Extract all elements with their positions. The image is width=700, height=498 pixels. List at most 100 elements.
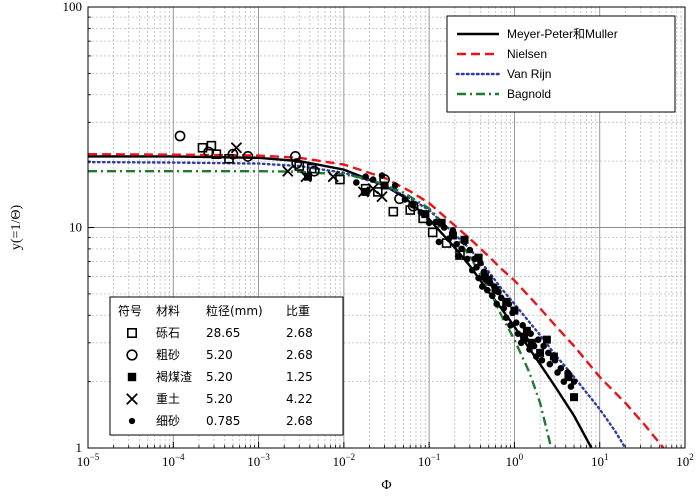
x-tick-exponent: 0 xyxy=(519,452,524,462)
marker-filled-dot xyxy=(128,417,136,425)
x-tick-base: 10 xyxy=(247,454,260,469)
marker-filled-square xyxy=(437,218,446,227)
marker-filled-dot xyxy=(353,179,360,186)
x-tick-base: 10 xyxy=(506,454,519,469)
marker-filled-dot xyxy=(461,238,468,246)
marker-filled-dot xyxy=(458,245,465,253)
marker-filled-dot xyxy=(369,176,377,183)
marker-filled-square xyxy=(380,181,389,190)
table-material: 重土 xyxy=(156,392,180,406)
table-specific-gravity: 2.68 xyxy=(286,348,313,362)
data-markers xyxy=(174,130,579,402)
marker-filled-square xyxy=(127,372,137,382)
x-tick-exponent: −1 xyxy=(431,452,441,462)
marker-filled-dot xyxy=(425,219,433,227)
x-tick-exponent: −2 xyxy=(346,452,356,462)
marker-cross xyxy=(300,171,312,183)
marker-filled-dot xyxy=(449,227,457,234)
marker-cross xyxy=(230,142,243,154)
marker-filled-dot xyxy=(530,342,538,350)
marker-filled-dot xyxy=(475,274,482,282)
legend-label: Meyer-Peter和Muller xyxy=(507,27,618,41)
marker-filled-square xyxy=(474,253,483,262)
table-specific-gravity: 4.22 xyxy=(286,392,313,406)
marker-filled-dot xyxy=(557,364,565,372)
marker-filled-dot xyxy=(493,300,501,308)
marker-filled-dot xyxy=(432,218,440,226)
marker-filled-dot xyxy=(445,235,453,242)
table-material: 粗砂 xyxy=(156,348,180,362)
marker-filled-dot xyxy=(495,288,502,296)
marker-open-circle xyxy=(289,151,301,162)
x-tick-exponent: 2 xyxy=(689,452,694,462)
marker-open-circle xyxy=(407,200,419,212)
marker-filled-dot xyxy=(417,209,425,216)
marker-filled-dot xyxy=(435,238,443,246)
x-tick-exponent: −4 xyxy=(175,452,185,462)
x-tick-base: 10 xyxy=(676,454,689,469)
marker-filled-dot xyxy=(378,172,386,179)
table-material: 细砂 xyxy=(156,414,180,428)
marker-filled-dot xyxy=(545,349,552,357)
marker-filled-dot xyxy=(567,383,575,390)
marker-filled-dot xyxy=(509,309,516,317)
legend-box xyxy=(446,15,676,113)
marker-filled-dot xyxy=(527,330,534,337)
marker-cross xyxy=(367,183,379,195)
y-tick-label: 10 xyxy=(69,220,82,235)
marker-filled-dot xyxy=(546,360,554,368)
marker-filled-square xyxy=(520,332,529,341)
marker-filled-square xyxy=(448,231,457,240)
x-tick-label: 10−2 xyxy=(333,452,356,469)
x-tick-base: 10 xyxy=(333,454,346,469)
marker-open-circle xyxy=(308,165,320,177)
marker-filled-dot xyxy=(471,255,478,263)
legend-label: Bagnold xyxy=(507,87,551,101)
x-tick-label: 10−4 xyxy=(162,452,185,469)
marker-cross xyxy=(126,393,138,405)
marker-open-square xyxy=(127,327,138,338)
table-grain-size: 5.20 xyxy=(206,348,233,362)
x-axis-label: Φ xyxy=(381,478,391,493)
marker-filled-square xyxy=(522,326,531,335)
marker-filled-square xyxy=(549,352,558,361)
table-grain-size: 5.20 xyxy=(206,392,233,406)
marker-filled-square xyxy=(421,210,430,219)
x-tick-label: 102 xyxy=(676,452,694,469)
x-tick-base: 10 xyxy=(77,454,90,469)
marker-filled-dot xyxy=(500,305,508,312)
legend-label: Nielsen xyxy=(507,47,547,61)
marker-filled-dot xyxy=(488,292,496,300)
marker-filled-dot xyxy=(453,240,460,248)
marker-open-square xyxy=(294,161,305,171)
marker-filled-dot xyxy=(560,378,568,385)
x-tick-base: 10 xyxy=(162,454,175,469)
marker-filled-square xyxy=(570,393,579,402)
table-header: 材料 xyxy=(156,304,180,318)
legend-label: Van Rijn xyxy=(507,67,551,81)
marker-open-square xyxy=(388,206,399,217)
marker-filled-dot xyxy=(497,294,505,302)
y-tick-labels: 1 10 100 xyxy=(63,0,83,455)
table-material: 褐煤渣 xyxy=(156,369,192,384)
marker-filled-dot xyxy=(478,283,486,290)
marker-cross xyxy=(357,186,370,198)
x-tick-exponent: −5 xyxy=(90,452,100,462)
table-box xyxy=(109,296,344,436)
axis-ticks xyxy=(87,6,686,449)
marker-filled-dot xyxy=(463,255,471,263)
marker-filled-dot xyxy=(480,268,488,276)
table-header: 粒径(mm) xyxy=(206,303,263,318)
marker-filled-dot xyxy=(455,253,462,260)
table-material: 砾石 xyxy=(156,326,180,340)
marker-cross xyxy=(327,171,339,183)
x-tick-exponent: 1 xyxy=(604,452,609,462)
marker-filled-dot xyxy=(440,224,448,231)
marker-filled-dot xyxy=(477,259,484,267)
curve-dash xyxy=(88,153,665,448)
marker-filled-dot xyxy=(526,346,533,353)
x-tick-label: 10−1 xyxy=(418,452,441,469)
marker-filled-square xyxy=(527,338,536,347)
